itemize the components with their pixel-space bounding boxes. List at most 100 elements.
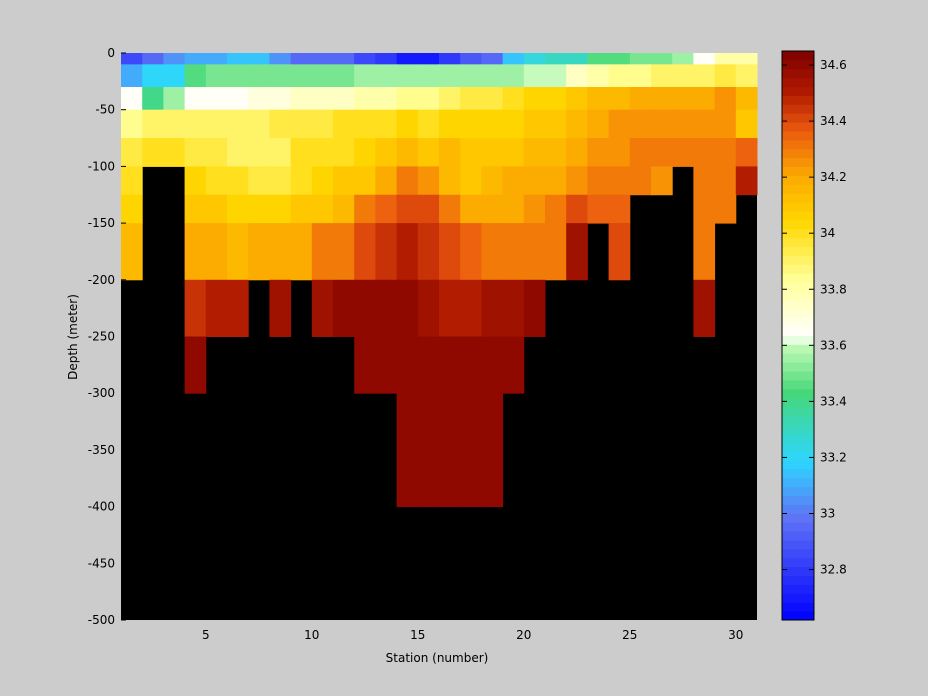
heatmap-cell — [693, 53, 716, 65]
heatmap-cell — [248, 64, 270, 88]
heatmap-cell — [396, 393, 419, 508]
heatmap-cell — [311, 53, 334, 65]
heatmap-cell — [714, 64, 737, 88]
x-tick-label: 20 — [516, 628, 531, 642]
colorbar-tick-label: 33.4 — [820, 394, 847, 408]
heatmap-cell — [290, 53, 313, 65]
colorbar-band — [782, 308, 814, 319]
heatmap-cell — [439, 166, 461, 196]
colorbar-tick-label: 33 — [820, 506, 835, 520]
heatmap-cell — [545, 53, 567, 65]
colorbar-band — [782, 593, 814, 603]
heatmap-cell — [587, 138, 610, 167]
heatmap-cell — [566, 87, 588, 111]
colorbar-band — [782, 193, 814, 203]
heatmap-cell — [375, 87, 398, 111]
heatmap-cell — [439, 53, 461, 65]
heatmap-cell — [121, 223, 143, 281]
heatmap-cell — [184, 166, 207, 196]
heatmap-cell — [566, 194, 588, 224]
colorbar-band — [782, 68, 814, 79]
heatmap-cell — [545, 87, 567, 111]
heatmap-cell — [248, 138, 270, 167]
colorbar-band — [782, 228, 814, 239]
colorbar-band — [782, 211, 814, 221]
heatmap-cell — [587, 64, 610, 88]
y-tick-label: -450 — [88, 556, 115, 570]
heatmap-cell — [481, 64, 504, 88]
heatmap-cell — [396, 87, 419, 111]
colorbar-band — [782, 104, 814, 114]
colorbar-band — [782, 513, 814, 523]
colorbar-band — [782, 548, 814, 559]
colorbar-band — [782, 415, 814, 425]
heatmap-cell — [227, 166, 249, 196]
colorbar-band — [782, 139, 814, 150]
heatmap-cell — [205, 87, 228, 111]
heatmap-cell — [735, 64, 758, 88]
heatmap-cell — [735, 87, 758, 111]
heatmap-cell — [651, 64, 673, 88]
colorbar-band — [782, 246, 814, 256]
colorbar-band — [782, 584, 814, 594]
heatmap-cell — [375, 53, 398, 65]
heatmap-cell — [502, 194, 525, 224]
heatmap-cell — [502, 223, 525, 281]
heatmap-cell — [248, 223, 270, 281]
colorbar-band — [782, 468, 814, 479]
heatmap-cell — [502, 336, 525, 394]
heatmap-cell — [587, 109, 610, 139]
x-axis-ticks: 5 10 15 20 25 30 — [202, 615, 743, 642]
heatmap-cell — [651, 87, 673, 111]
colorbar-band — [782, 273, 814, 283]
heatmap-cell — [269, 87, 292, 111]
heatmap-cell — [163, 109, 186, 139]
heatmap-cell — [481, 393, 504, 508]
heatmap-cell — [311, 223, 334, 281]
heatmap-cell — [354, 109, 376, 139]
colorbar-ticks: 32.8 33 33.2 33.4 33.6 33.8 34 34.2 34.4 34.6 — [782, 58, 847, 577]
heatmap-cell — [460, 109, 482, 139]
heatmap-cell — [184, 279, 207, 337]
heatmap-cell — [545, 194, 567, 224]
colorbar-band — [782, 237, 814, 248]
heatmap-cell — [439, 138, 461, 167]
heatmap-cell — [608, 194, 631, 224]
heatmap-cell — [227, 109, 249, 139]
heatmap-cell — [460, 166, 482, 196]
heatmap-cell — [629, 64, 652, 88]
heatmap-cells — [121, 53, 758, 508]
heatmap-cell — [608, 53, 631, 65]
heatmap-cell — [269, 53, 292, 65]
heatmap-cell — [460, 393, 482, 508]
heatmap-cell — [629, 109, 652, 139]
colorbar-band — [782, 557, 814, 568]
heatmap-cell — [502, 109, 525, 139]
colorbar-band — [782, 566, 814, 577]
heatmap-cell — [248, 53, 270, 65]
heatmap-cell — [608, 109, 631, 139]
colorbar-band — [782, 397, 814, 408]
heatmap-cell — [566, 64, 588, 88]
colorbar-tick-label: 34.2 — [820, 170, 847, 184]
heatmap-cell — [651, 53, 673, 65]
colorbar-band — [782, 113, 814, 123]
heatmap-cell — [354, 87, 376, 111]
heatmap-cell — [396, 109, 419, 139]
heatmap-cell — [142, 53, 164, 65]
x-tick-label: 30 — [728, 628, 743, 642]
colorbar-band — [782, 344, 814, 354]
heatmap-cell — [205, 109, 228, 139]
heatmap-cell — [693, 109, 716, 139]
heatmap-cell — [354, 336, 376, 394]
heatmap-cell — [375, 138, 398, 167]
heatmap-cell — [523, 109, 546, 139]
heatmap-cell — [311, 64, 334, 88]
heatmap-cell — [227, 64, 249, 88]
colorbar-band — [782, 264, 814, 274]
colorbar-band — [782, 362, 814, 372]
heatmap-cell — [290, 138, 313, 167]
heatmap-cell — [205, 279, 228, 337]
heatmap-cell — [269, 279, 292, 337]
